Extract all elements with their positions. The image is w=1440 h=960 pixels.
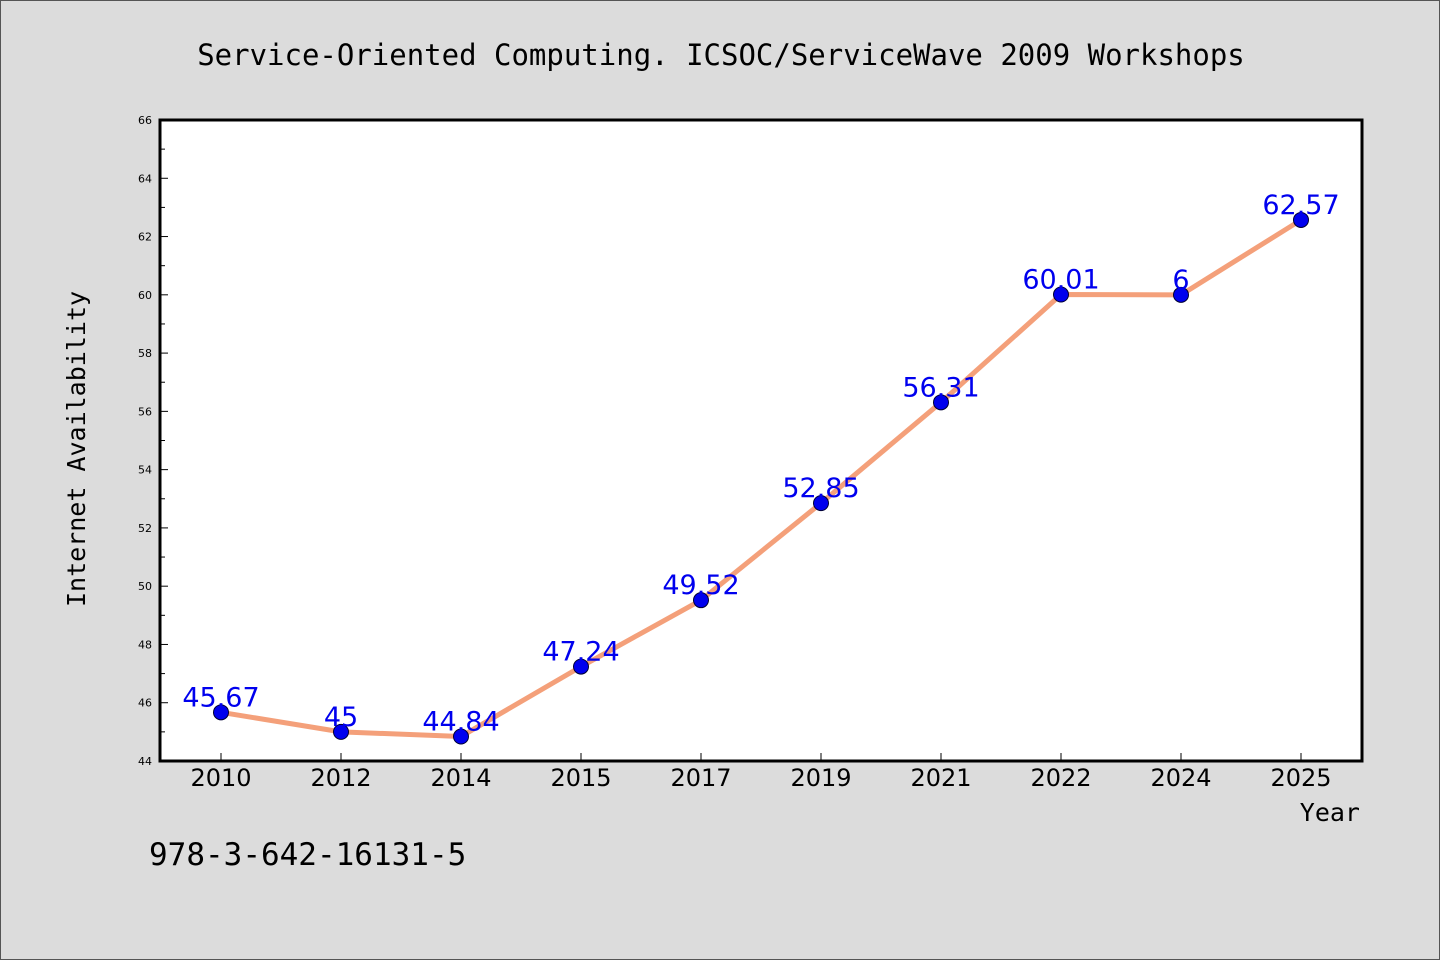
x-tick-label: 2017	[670, 764, 731, 792]
y-tick-label: 60	[138, 289, 152, 302]
x-tick-label: 2012	[310, 764, 371, 792]
y-axis: 44 46 48 50 52 54 56 58 60 62 64 66	[138, 114, 168, 768]
x-tick-label: 2015	[550, 764, 611, 792]
y-tick-label: 54	[138, 464, 152, 477]
plot-area	[158, 118, 1364, 763]
data-label-group: 45.67 45 44.84 47.24 49.52 52.85 56.31 60.01 6 62…	[182, 190, 1339, 738]
y-tick-label: 66	[138, 114, 152, 127]
y-tick-label: 50	[138, 580, 152, 593]
data-label: 52.85	[782, 473, 859, 504]
marker-group	[213, 211, 1309, 745]
y-axis-label: Internet Availability	[62, 291, 91, 607]
data-label: 49.52	[662, 570, 739, 601]
x-tick-label: 2022	[1030, 764, 1091, 792]
x-tick-label: 2024	[1150, 764, 1211, 792]
data-label: 44.84	[422, 707, 499, 738]
y-tick-label: 46	[138, 697, 152, 710]
data-point	[933, 394, 949, 411]
y-tick-label: 62	[138, 231, 152, 244]
x-tick-label: 2019	[790, 764, 851, 792]
data-label: 62.57	[1262, 190, 1339, 221]
y-tick-label: 52	[138, 522, 152, 535]
data-label: 45.67	[182, 682, 259, 713]
y-tick-label: 58	[138, 347, 152, 360]
data-label: 45	[324, 702, 358, 733]
x-tick-label: 2025	[1270, 764, 1331, 792]
y-tick-label: 56	[138, 405, 152, 418]
data-point	[453, 728, 469, 745]
data-point	[213, 704, 229, 721]
data-label: 60.01	[1022, 265, 1099, 296]
data-point	[693, 592, 709, 609]
x-axis: 2010 2012 2014 2015 2017 2019 2021 2022 2024 2025	[190, 753, 1332, 792]
series-line-group	[218, 217, 1304, 740]
data-label: 6	[1172, 265, 1189, 296]
data-label: 47.24	[542, 637, 619, 668]
data-point	[1293, 211, 1309, 228]
data-point	[1053, 286, 1069, 303]
series-line	[218, 217, 1304, 740]
data-point	[573, 658, 589, 675]
y-tick-label: 44	[138, 755, 152, 768]
data-point	[333, 723, 349, 740]
x-tick-label: 2021	[910, 764, 971, 792]
data-label: 56.31	[902, 372, 979, 403]
data-point	[1173, 286, 1189, 303]
isbn-annotation: 978-3-642-16131-5	[149, 837, 466, 873]
y-tick-label: 64	[138, 172, 152, 185]
chart-title: Service-Oriented Computing. ICSOC/Servic…	[197, 38, 1245, 72]
y-tick-label: 48	[138, 638, 152, 651]
data-point	[813, 495, 829, 512]
x-tick-label: 2010	[190, 764, 251, 792]
x-tick-label: 2014	[430, 764, 491, 792]
x-axis-label: Year	[1300, 798, 1360, 827]
